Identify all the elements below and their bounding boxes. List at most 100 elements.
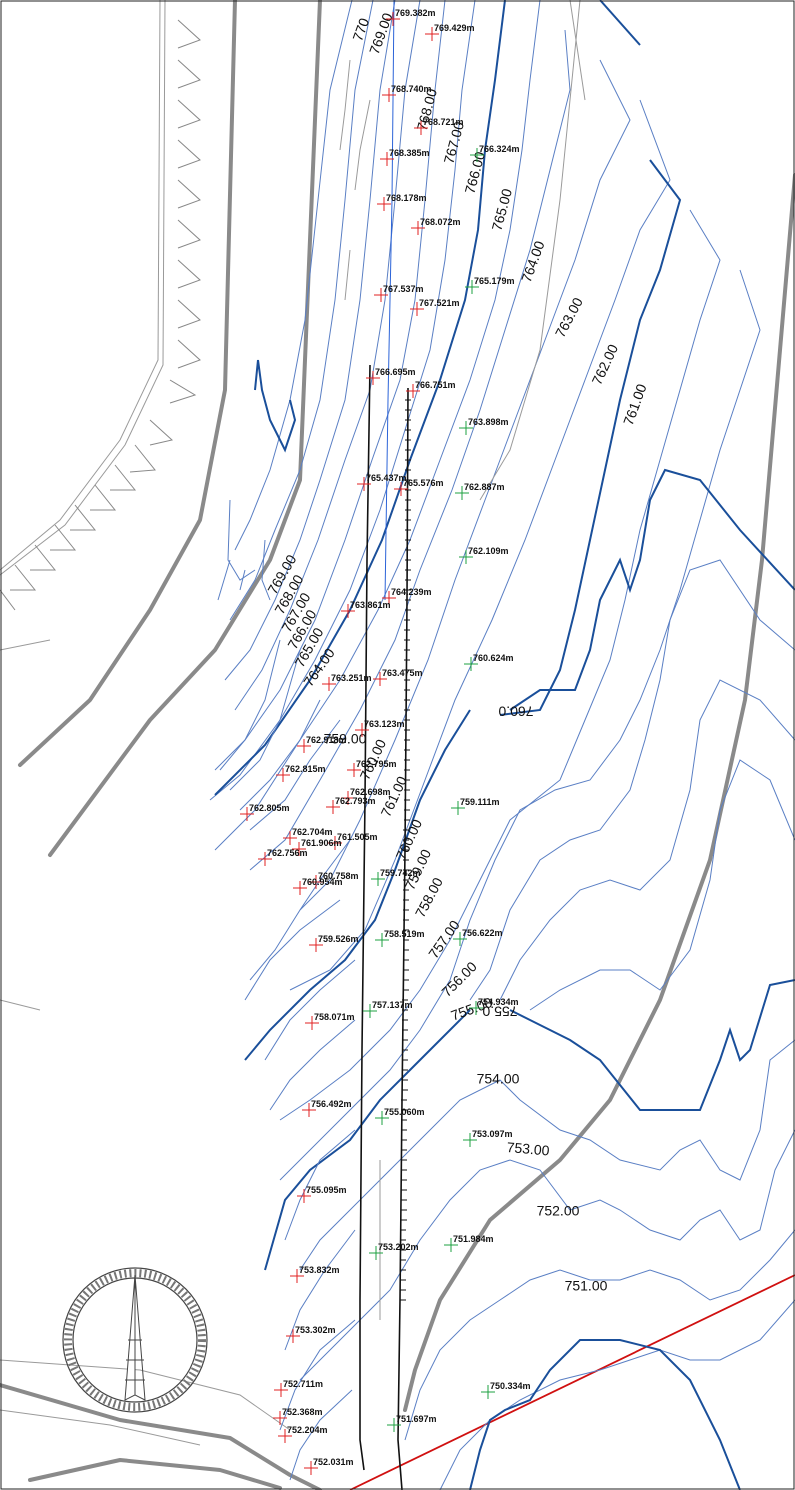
red-cross-marker-icon bbox=[309, 875, 323, 889]
spot-height-label: 768.072m bbox=[420, 217, 461, 227]
spot-height: 762.887m bbox=[455, 482, 505, 500]
spot-height-label: 762.795m bbox=[356, 759, 397, 769]
contour-label: 755.0 bbox=[482, 1003, 517, 1019]
green-cross-marker-icon bbox=[455, 486, 469, 500]
spot-height-label: 751.984m bbox=[453, 1234, 494, 1244]
road-left-inner bbox=[48, 0, 322, 857]
red-cross-marker-icon bbox=[382, 591, 396, 605]
red-cross-marker-icon bbox=[326, 800, 340, 814]
rail-left bbox=[359, 364, 371, 1471]
spot-height: 762.805m bbox=[240, 803, 290, 821]
green-cross-marker-icon bbox=[459, 550, 473, 564]
spot-height-label: 765.576m bbox=[403, 478, 444, 488]
spot-height-label: 753.302m bbox=[295, 1325, 336, 1335]
spot-height: 752.711m bbox=[274, 1379, 323, 1397]
spot-height-label: 763.898m bbox=[468, 417, 509, 427]
spot-height: 755.060m bbox=[375, 1107, 425, 1125]
spot-height: 753.202m bbox=[369, 1242, 419, 1260]
red-cross-marker-icon bbox=[347, 763, 361, 777]
spot-height: 761.906m bbox=[292, 838, 342, 856]
red-cross-marker-icon bbox=[328, 836, 342, 850]
red-cross-marker-icon bbox=[366, 371, 380, 385]
road-right bbox=[403, 173, 795, 1412]
green-cross-marker-icon bbox=[369, 1246, 383, 1260]
spot-height: 768.385m bbox=[380, 148, 430, 166]
spot-height: 766.324m bbox=[470, 144, 520, 162]
red-cross-marker-icon bbox=[377, 197, 391, 211]
spot-height: 752.031m bbox=[304, 1457, 354, 1475]
spot-height-label: 762.815m bbox=[285, 764, 326, 774]
red-cross-marker-icon bbox=[341, 604, 355, 618]
green-cross-marker-icon bbox=[444, 1238, 458, 1252]
red-cross-marker-icon bbox=[357, 477, 371, 491]
spot-height: 769.429m bbox=[425, 23, 475, 41]
spot-height-label: 758.519m bbox=[384, 929, 425, 939]
contour-label: 752.00 bbox=[537, 1203, 580, 1219]
spot-height-label: 762.887m bbox=[464, 482, 505, 492]
red-cross-marker-icon bbox=[283, 831, 297, 845]
red-cross-marker-icon bbox=[302, 1103, 316, 1117]
spot-height-label: 769.382m bbox=[395, 8, 436, 18]
contour-label: 760.0 bbox=[498, 703, 533, 719]
spot-height-label: 762.704m bbox=[292, 827, 333, 837]
spot-height: 763.898m bbox=[459, 417, 509, 435]
property-line-2 bbox=[0, 0, 166, 576]
spot-height: 763.123m bbox=[355, 719, 405, 737]
spot-height-label: 752.368m bbox=[282, 1407, 323, 1417]
spot-height: 762.109m bbox=[459, 546, 509, 564]
spot-height: 756.492m bbox=[302, 1099, 352, 1117]
spot-height: 753.097m bbox=[463, 1129, 513, 1147]
spot-height: 765.179m bbox=[465, 276, 515, 294]
spot-height: 763.251m bbox=[322, 673, 372, 691]
contour-label: 751.00 bbox=[565, 1278, 608, 1294]
spot-height-label: 769.429m bbox=[434, 23, 475, 33]
red-cross-marker-icon bbox=[414, 121, 428, 135]
contour-label: 753.00 bbox=[506, 1139, 550, 1159]
green-cross-marker-icon bbox=[470, 148, 484, 162]
property-line-6 bbox=[0, 639, 51, 1011]
red-cross-marker-icon bbox=[278, 1429, 292, 1443]
red-cross-marker-icon bbox=[373, 672, 387, 686]
red-cross-marker-icon bbox=[425, 27, 439, 41]
spot-height-label: 763.123m bbox=[364, 719, 405, 729]
red-cross-marker-icon bbox=[374, 288, 388, 302]
spot-height-label: 768.385m bbox=[389, 148, 430, 158]
spot-height: 762.756m bbox=[258, 848, 308, 866]
contour-label: 754.00 bbox=[477, 1071, 520, 1087]
spot-height: 762.795m bbox=[347, 759, 397, 777]
spot-height-label: 760.954m bbox=[302, 877, 343, 887]
spot-height: 751.984m bbox=[444, 1234, 494, 1252]
spot-height: 763.861m bbox=[341, 600, 391, 618]
spot-height: 759.111m bbox=[451, 797, 500, 815]
spot-height: 752.204m bbox=[278, 1425, 328, 1443]
spot-height: 760.758m bbox=[309, 871, 359, 889]
red-cross-marker-icon bbox=[292, 842, 306, 856]
spot-heights: 769.382m 769.429m 768.740m 768.721m 768.385m… bbox=[240, 8, 531, 1475]
red-cross-marker-icon bbox=[297, 1189, 311, 1203]
spot-height: 767.537m bbox=[374, 284, 424, 302]
red-cross-marker-icon bbox=[382, 88, 396, 102]
spot-height-label: 760.758m bbox=[318, 871, 359, 881]
spot-height: 758.071m bbox=[305, 1012, 355, 1030]
property-line-5 bbox=[569, 0, 586, 101]
red-cross-marker-icon bbox=[258, 852, 272, 866]
spot-height-label: 755.060m bbox=[384, 1107, 425, 1117]
red-cross-marker-icon bbox=[411, 221, 425, 235]
property-line-1 bbox=[0, 0, 161, 571]
spot-height: 768.072m bbox=[411, 217, 461, 235]
red-cross-marker-icon bbox=[273, 1411, 287, 1425]
track bbox=[359, 0, 411, 1490]
survey-centerline bbox=[384, 0, 395, 601]
spot-height-label: 757.137m bbox=[372, 1000, 413, 1010]
spot-height-label: 762.109m bbox=[468, 546, 509, 556]
spot-height-label: 752.711m bbox=[283, 1379, 323, 1389]
red-cross-marker-icon bbox=[341, 791, 355, 805]
spot-height: 766.695m bbox=[366, 367, 416, 385]
spot-height-label: 766.695m bbox=[375, 367, 416, 377]
spot-height: 768.740m bbox=[382, 84, 432, 102]
red-cross-marker-icon bbox=[406, 384, 420, 398]
spot-height: 758.519m bbox=[375, 929, 425, 947]
spot-height-label: 768.721m bbox=[423, 117, 464, 127]
spot-height-label: 756.622m bbox=[462, 928, 503, 938]
